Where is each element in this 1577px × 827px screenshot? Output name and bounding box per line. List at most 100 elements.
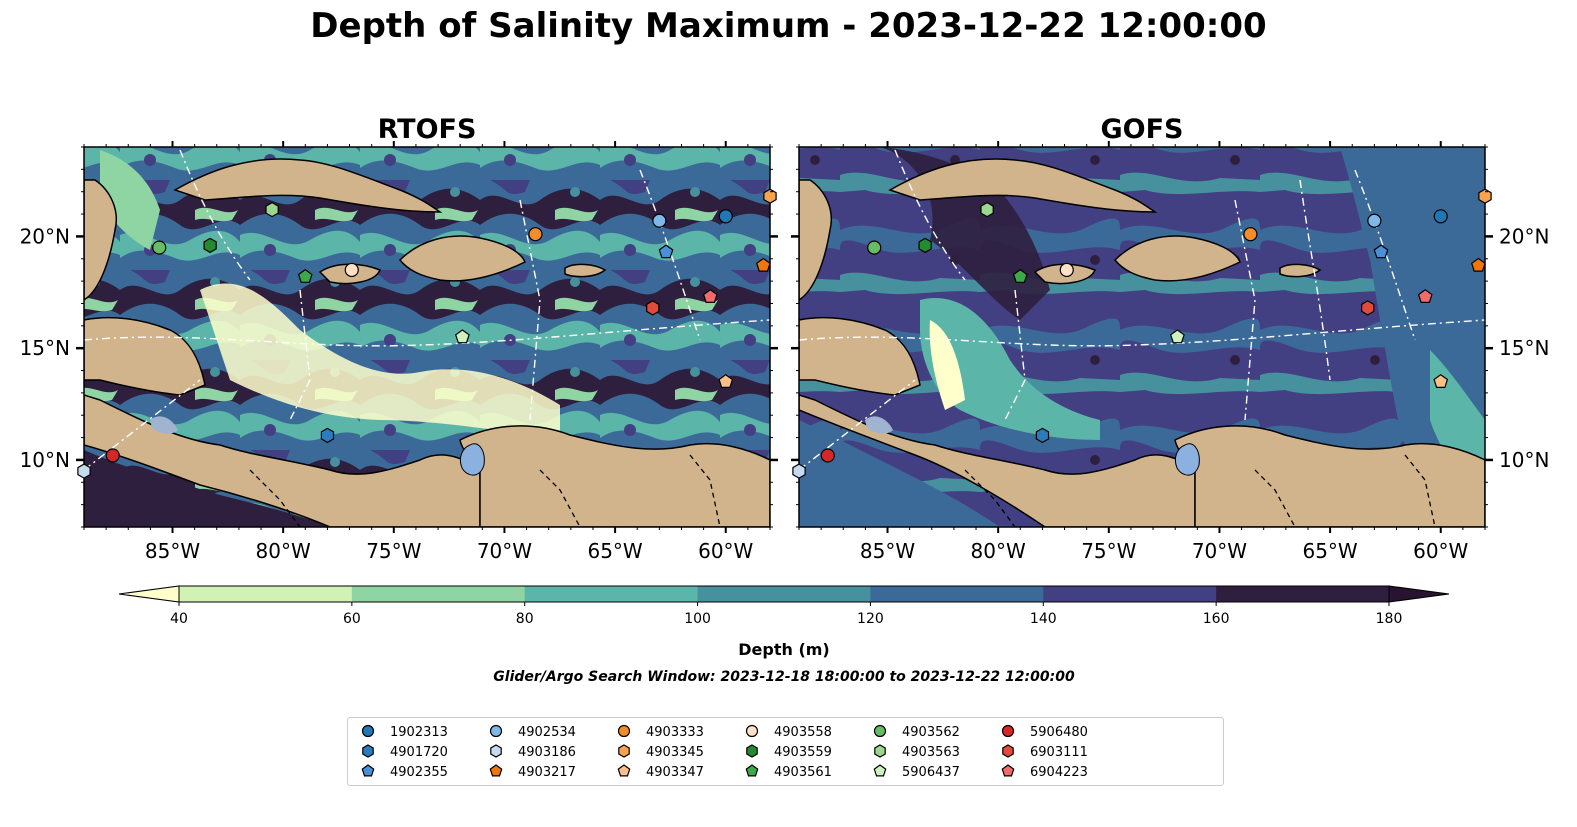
colorbar-tick-label: 80	[516, 611, 534, 627]
gofs-land	[799, 158, 1485, 527]
x-tick-label: 60°W	[1413, 539, 1468, 563]
gofs-southwest-region	[799, 420, 1000, 527]
float-marker-4903561	[297, 268, 313, 283]
float-marker-4902534	[652, 213, 667, 228]
legend-marker-6903111	[1002, 744, 1014, 758]
colorbar-segment	[697, 586, 871, 602]
legend-label: 4901720	[390, 745, 448, 760]
legend-label: 5906437	[902, 765, 960, 780]
colorbar-segment	[870, 586, 1044, 602]
float-marker-4903186	[792, 463, 806, 479]
float-marker-4903559	[203, 237, 217, 254]
y-tick-label: 15°N	[1499, 336, 1549, 360]
rtofs-panel: RTOFS	[77, 114, 777, 528]
colorbar-tick-label: 140	[1030, 611, 1057, 627]
x-tick-label: 85°W	[145, 539, 200, 563]
float-marker-4902534	[1367, 213, 1382, 228]
colorbar-tick-label: 120	[857, 611, 884, 627]
legend-label: 4903558	[774, 725, 832, 740]
float-marker-4902355	[1373, 244, 1389, 259]
float-marker-4903186	[77, 463, 91, 479]
float-legend: 1902313 4901720 4902355 4902534 4903186 49032…	[347, 717, 1224, 786]
x-tick-label: 60°W	[698, 539, 753, 563]
x-tick-label: 85°W	[860, 539, 915, 563]
x-tick-label: 75°W	[1081, 539, 1136, 563]
float-marker-4903345	[763, 188, 777, 204]
x-tick-label: 65°W	[1302, 539, 1357, 563]
colorbar: 40 60 80 100 120 140 160 180 Depth (m) Glider/A…	[118, 585, 1450, 685]
legend-marker-4903563	[874, 744, 886, 758]
x-tick-label: 80°W	[256, 539, 311, 563]
float-marker-4901720	[1035, 427, 1050, 444]
gofs-lake-maracaibo	[1174, 443, 1200, 476]
search-window-caption: Glider/Argo Search Window: 2023-12-18 18…	[493, 669, 1075, 685]
legend-label: 4903561	[774, 765, 832, 780]
float-legend-entries: 1902313 4901720 4902355 4902534 4903186 49032…	[361, 724, 1088, 780]
x-tick-label: 70°W	[1192, 539, 1247, 563]
float-marker-4903559	[918, 237, 932, 254]
axes-ticks: 85°W 80°W 75°W 70°W 65°W 60°W 20°N 15°N 10°N 85°W…	[20, 141, 1549, 563]
float-marker-4903561	[1012, 268, 1028, 283]
legend-label: 6904223	[1030, 765, 1088, 780]
rtofs-frame	[83, 146, 771, 528]
legend-label: 4903562	[902, 725, 960, 740]
colorbar-ticks: 40 60 80 100 120 140 160 180	[170, 602, 1402, 627]
float-marker-4903562	[867, 240, 882, 255]
legend-marker-4903559	[746, 744, 758, 758]
legend-marker-4903345	[618, 744, 630, 758]
gofs-lake-nicaragua	[865, 416, 893, 434]
legend-marker-4903558	[745, 724, 759, 738]
float-marker-5906480	[105, 448, 120, 463]
colorbar-tick-label: 60	[343, 611, 361, 627]
float-marker-4903333	[528, 227, 543, 242]
colorbar-tick-label: 180	[1376, 611, 1403, 627]
gofs-eez-boundaries	[799, 149, 1485, 471]
legend-label: 4903186	[518, 745, 576, 760]
rtofs-eez-boundaries	[84, 149, 770, 471]
gofs-shallow-region	[920, 298, 1100, 440]
legend-marker-4903217	[489, 764, 503, 777]
colorbar-segments	[118, 585, 1450, 603]
y-tick-label: 20°N	[1499, 224, 1549, 248]
rtofs-lake-nicaragua	[150, 416, 178, 434]
colorbar-tick-label: 40	[170, 611, 188, 627]
legend-marker-6904223	[1001, 764, 1015, 777]
legend-marker-4902355	[361, 764, 375, 777]
legend-label: 4903217	[518, 765, 576, 780]
rtofs-shallow-region	[200, 283, 560, 440]
x-tick-label: 70°W	[477, 539, 532, 563]
float-marker-4903333	[1243, 227, 1258, 242]
legend-marker-4903562	[873, 724, 887, 738]
gofs-panel-title: GOFS	[1100, 114, 1183, 145]
float-marker-1902313	[718, 209, 733, 224]
legend-marker-4902534	[489, 724, 503, 738]
float-marker-5906437	[454, 329, 470, 344]
legend-marker-4903333	[617, 724, 631, 738]
float-marker-4902355	[658, 244, 674, 259]
float-marker-4903347	[718, 373, 734, 388]
float-marker-4903563	[265, 201, 279, 218]
rtofs-panel-title: RTOFS	[378, 114, 477, 145]
gofs-float-markers	[792, 188, 1492, 479]
colorbar-segment	[351, 586, 526, 602]
legend-label: 4902534	[518, 725, 576, 740]
rtofs-deep-region	[84, 450, 330, 527]
legend-marker-1902313	[361, 724, 375, 738]
legend-label: 4903559	[774, 745, 832, 760]
colorbar-tick-label: 160	[1203, 611, 1230, 627]
colorbar-label: Depth (m)	[738, 640, 830, 659]
legend-label: 4903563	[902, 745, 960, 760]
legend-label: 4903333	[646, 725, 704, 740]
gofs-frame	[798, 146, 1486, 528]
gofs-deep-region	[880, 147, 1050, 320]
colorbar-extend-low	[118, 585, 180, 603]
rtofs-borders	[249, 454, 721, 527]
x-tick-label: 75°W	[366, 539, 421, 563]
float-marker-4903217	[1470, 257, 1486, 272]
x-tick-label: 80°W	[971, 539, 1026, 563]
float-marker-6904223	[1417, 289, 1433, 303]
colorbar-extend-high	[1388, 585, 1450, 603]
colorbar-outline	[178, 585, 1390, 603]
x-tick-label: 65°W	[587, 539, 642, 563]
float-marker-4903347	[1433, 373, 1449, 388]
